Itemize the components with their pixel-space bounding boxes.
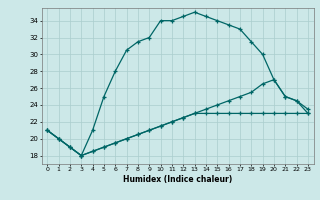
X-axis label: Humidex (Indice chaleur): Humidex (Indice chaleur) [123,175,232,184]
